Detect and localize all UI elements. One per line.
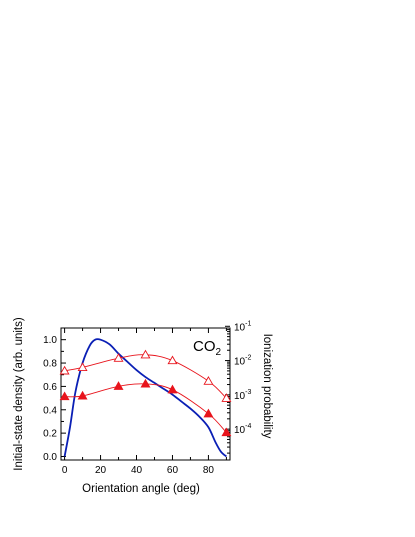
y2-tick-label-exponent: -3 xyxy=(245,389,251,396)
y2-tick-label-exponent: -1 xyxy=(245,320,251,327)
x-tick-label: 20 xyxy=(95,465,107,476)
axis-tick-labels: 0 20 40 60 800.00.20.40.60.81.010-410-310-21… xyxy=(43,320,251,476)
series-1-marker xyxy=(167,355,178,365)
plot-frame xyxy=(60,327,231,461)
y2-tick-label-base: 10 xyxy=(234,391,246,402)
molecule-annotation: CO2 xyxy=(193,338,222,358)
y2-tick-label: 10-4 xyxy=(234,423,251,436)
molecule-annotation-main: CO xyxy=(193,338,216,355)
y-tick-label: 0.8 xyxy=(43,359,57,370)
y2-tick-label-base: 10 xyxy=(234,322,246,333)
series-2-marker xyxy=(203,408,214,418)
y-tick-label: 0.0 xyxy=(43,452,57,463)
series-2-marker xyxy=(167,384,178,394)
y2-tick-label: 10-1 xyxy=(234,320,251,333)
y2-tick-label: 10-2 xyxy=(234,355,251,368)
series-2-marker xyxy=(77,390,88,400)
y-axis-title: Initial-state density (arb. units) xyxy=(13,317,25,471)
series-1-marker xyxy=(113,353,124,362)
y-tick-label: 0.4 xyxy=(43,405,57,416)
x-tick-label: 0 xyxy=(62,465,68,476)
series-1-marker xyxy=(221,393,232,402)
y-tick-label: 1.0 xyxy=(43,335,57,346)
x-tick-label: 60 xyxy=(167,465,179,476)
y2-tick-label-base: 10 xyxy=(234,425,246,436)
axis-ticks xyxy=(61,325,230,460)
series-2-marker xyxy=(140,378,151,388)
molecule-annotation-subscript: 2 xyxy=(216,347,222,358)
x-tick-label: 80 xyxy=(203,465,215,476)
y2-tick-label: 10-3 xyxy=(234,389,251,402)
y2-tick-label-base: 10 xyxy=(234,357,246,368)
series-1-marker xyxy=(203,376,214,385)
series-1-marker xyxy=(77,362,88,372)
series-1-marker xyxy=(59,365,70,375)
series-0-line xyxy=(63,338,227,458)
series-layer xyxy=(59,338,232,458)
series-2-line xyxy=(64,383,227,433)
y2-tick-label-exponent: -4 xyxy=(245,423,251,430)
series-1-marker xyxy=(140,349,151,359)
y2-tick-label-exponent: -2 xyxy=(245,355,251,362)
series-2-marker xyxy=(221,427,232,437)
series-2-marker xyxy=(59,391,70,401)
x-axis-title: Orientation angle (deg) xyxy=(82,483,200,495)
x-tick-label: 40 xyxy=(131,465,143,476)
y-tick-label: 0.2 xyxy=(43,429,57,440)
y2-axis-title: Ionization probability xyxy=(261,334,273,439)
series-2-marker xyxy=(113,381,124,390)
y-tick-label: 0.6 xyxy=(43,382,57,393)
